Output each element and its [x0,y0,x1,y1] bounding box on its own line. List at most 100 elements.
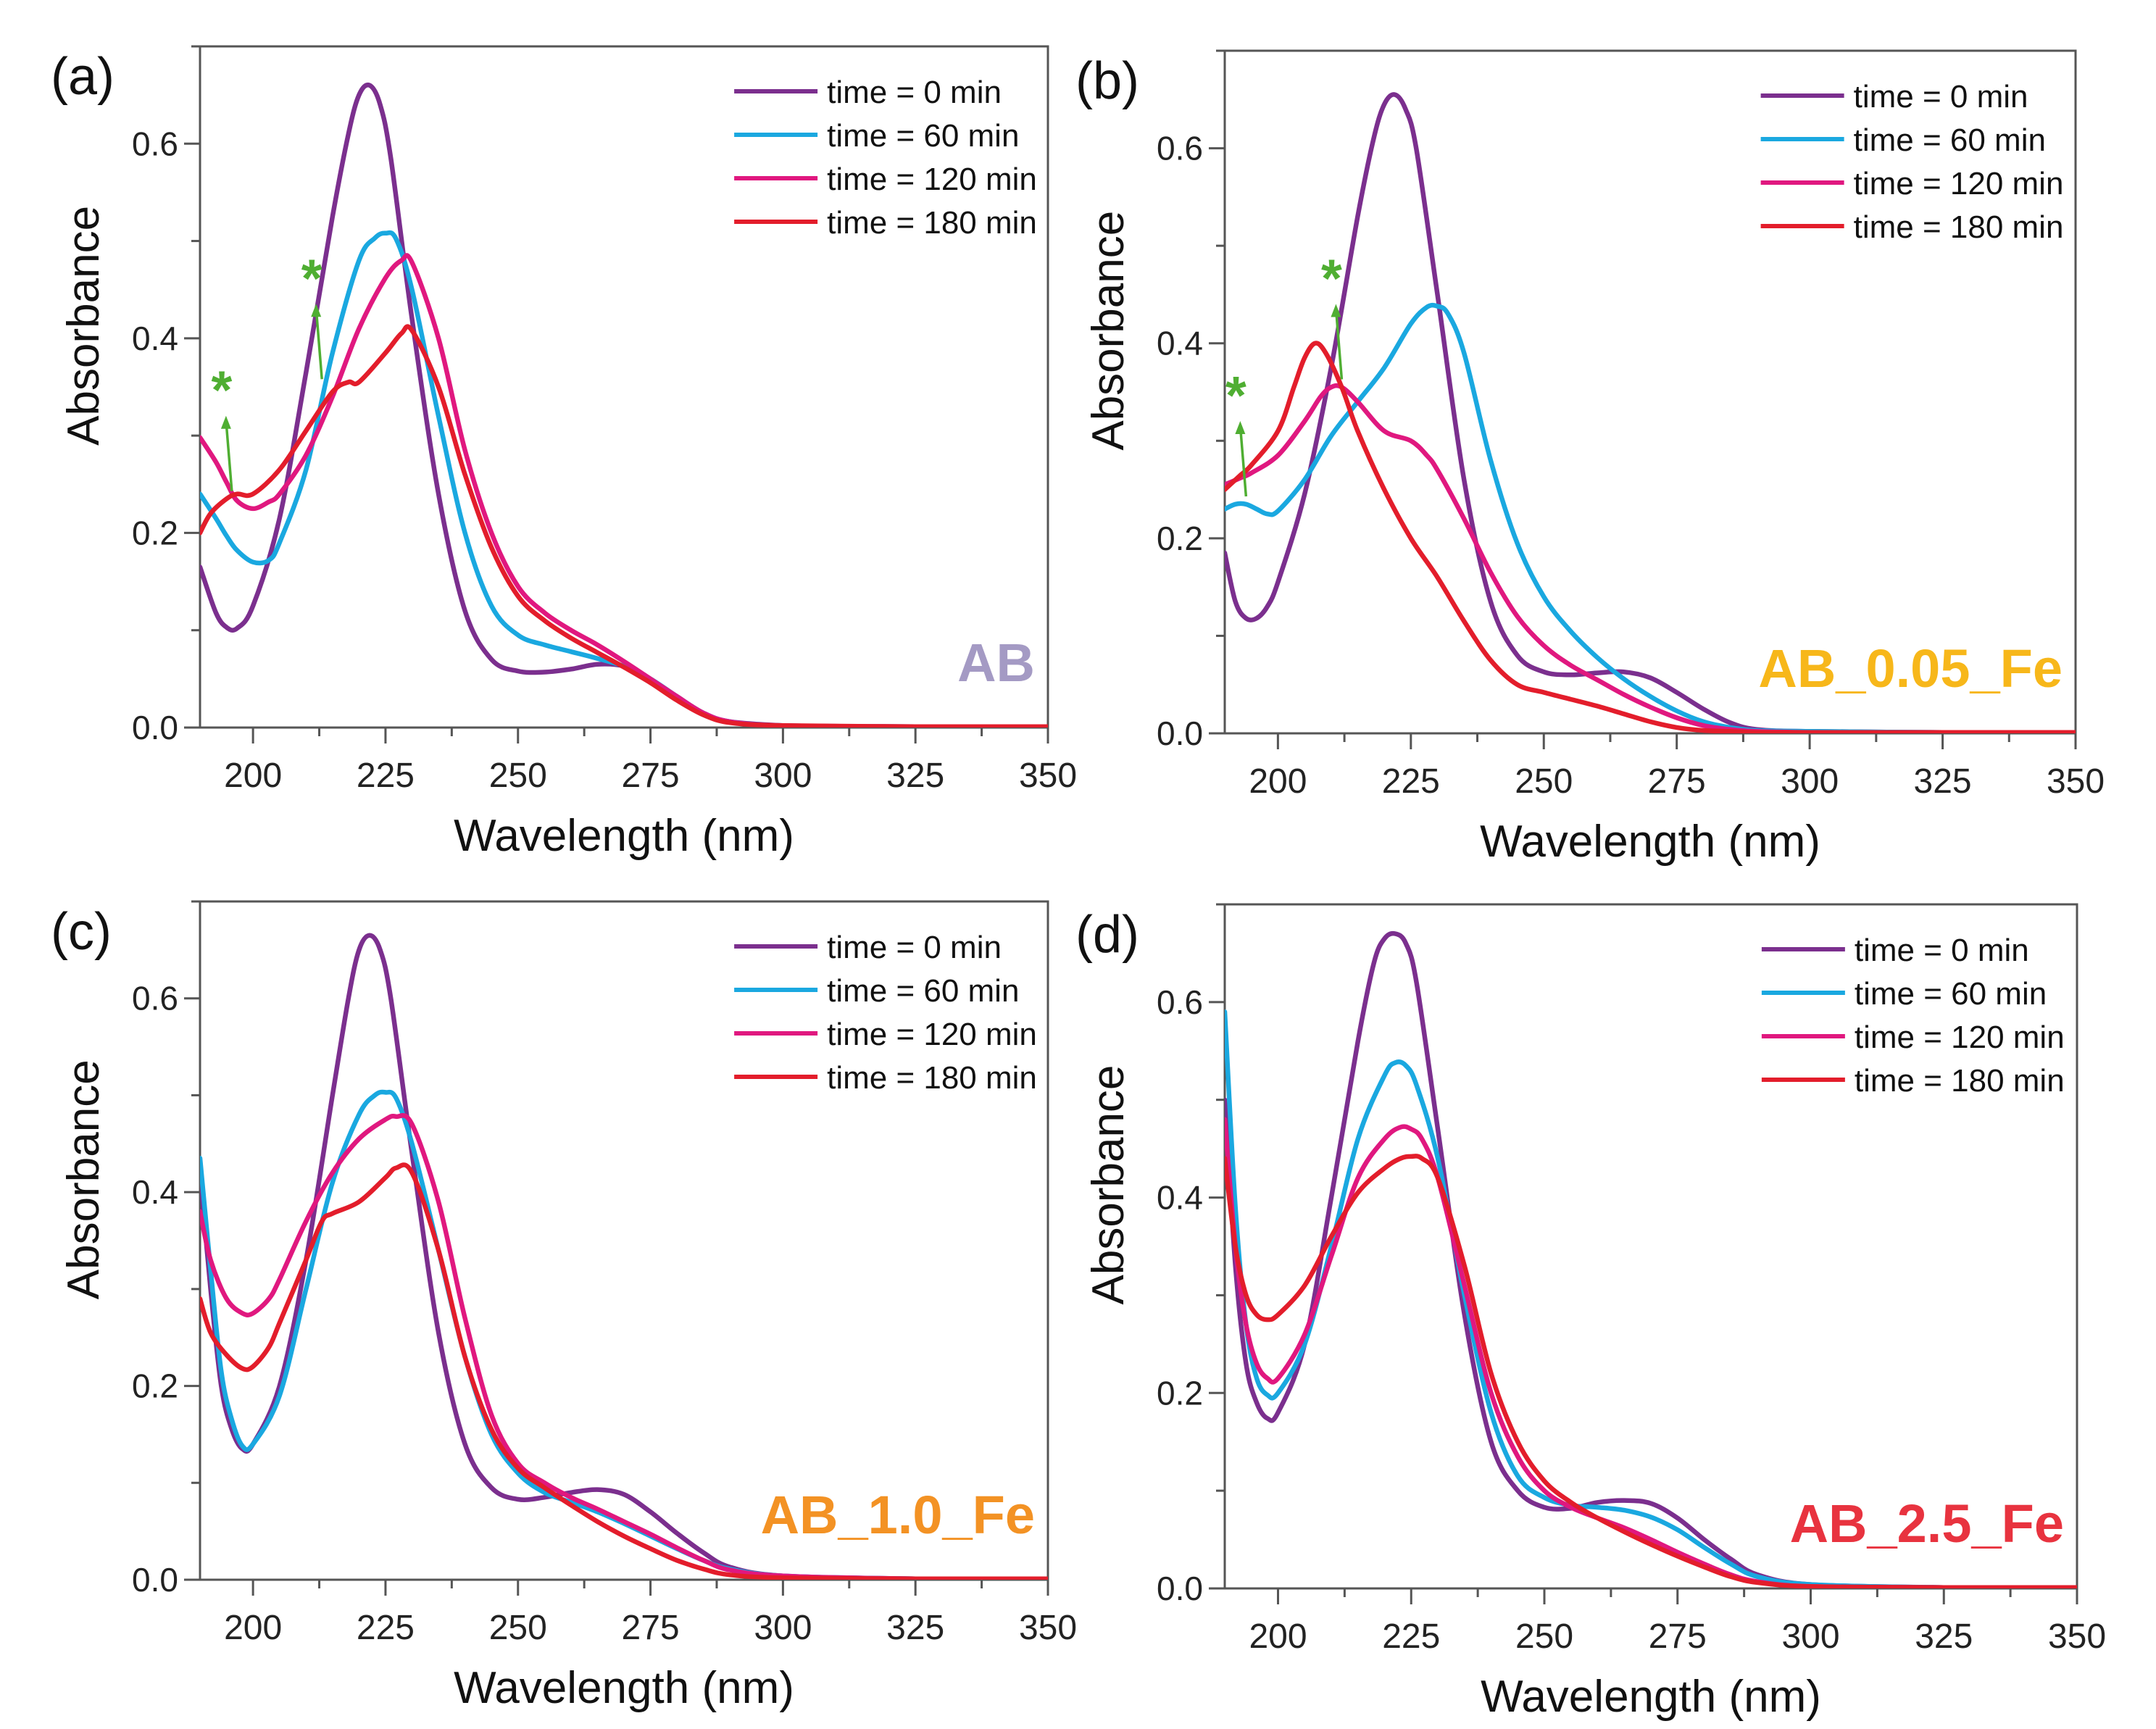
x-tick-label: 225 [1382,762,1440,801]
series-line-2 [200,1113,1048,1580]
x-tick-label: 325 [1915,1617,1973,1656]
x-tick-label: 275 [622,757,680,795]
sample-tag: AB_1.0_Fe [761,1485,1035,1545]
panel-letter: (b) [1075,52,1139,110]
star-arrow [315,308,323,380]
sample-tag: AB_0.05_Fe [1758,638,2063,699]
x-tick-label: 225 [1382,1617,1440,1656]
series-group [1225,92,2076,733]
legend-label: time = 180 min [1854,209,2064,245]
y-axis-label: Absorbance [1083,211,1133,451]
y-tick-label: 0.4 [1157,325,1203,362]
star-arrowhead [220,415,231,429]
y-axis-label: Absorbance [1083,1065,1133,1305]
star-arrow [225,420,233,491]
star-arrow [1334,308,1344,380]
x-axis-label: Wavelength (nm) [1480,817,1820,867]
x-tick-label: 275 [622,1609,680,1647]
plot-frame [199,900,1049,1581]
x-tick-label: 200 [1249,1617,1307,1656]
plot-frame [1223,903,2078,1590]
x-tick-label: 225 [357,1609,415,1647]
star-marker: * [211,360,232,420]
y-tick-label: 0.4 [1157,1179,1203,1217]
x-tick-label: 350 [2048,1617,2106,1656]
series-group [1225,930,2077,1588]
x-tick-label: 300 [1781,762,1839,801]
star-marker: * [301,248,322,308]
x-tick-label: 350 [1019,757,1077,795]
plot-frame [1223,49,2077,735]
star-marker: * [1321,249,1342,309]
y-tick-label: 0.0 [132,1561,178,1599]
series-line-3 [1225,1154,2077,1588]
x-tick-label: 200 [224,1609,282,1647]
x-tick-label: 350 [1019,1609,1077,1647]
x-tick-label: 300 [754,1609,812,1647]
x-tick-label: 275 [1649,1617,1707,1656]
series-line-2 [200,253,1048,728]
x-tick-label: 325 [1914,762,1972,801]
x-tick-label: 225 [357,757,415,795]
y-tick-label: 0.2 [1157,1374,1203,1412]
legend-label: time = 0 min [827,75,1002,110]
series-group [200,82,1048,728]
x-tick-label: 300 [754,757,812,795]
y-tick-label: 0.4 [132,1173,178,1211]
legend-label: time = 60 min [827,973,1019,1009]
legend-label: time = 120 min [827,162,1037,197]
y-tick-label: 0.2 [1157,520,1203,557]
x-axis-label: Wavelength (nm) [454,1663,794,1713]
series-line-0 [1225,92,2076,733]
series-group [200,933,1048,1580]
sample-tag: AB [957,633,1035,693]
x-tick-label: 325 [886,757,944,795]
star-arrowhead [311,304,322,317]
x-tick-label: 200 [1249,762,1307,801]
panel-3: 200 225 250 275 300 325 350 0.0 0.2 0.4 0.6 Wavelen… [1075,903,2106,1722]
y-axis-label: Absorbance [59,206,109,446]
panel-2: 200 225 250 275 300 325 350 0.0 0.2 0.4 0.6 Wavelen… [51,900,1077,1713]
x-axis-label: Wavelength (nm) [454,811,794,861]
x-axis-label: Wavelength (nm) [1481,1672,1821,1722]
plot-frame [199,45,1049,729]
series-line-3 [1225,341,2076,733]
legend-label: time = 0 min [827,930,1002,965]
y-axis-label: Absorbance [59,1059,109,1299]
legend-label: time = 0 min [1854,79,2028,114]
series-line-3 [200,1162,1048,1580]
y-tick-label: 0.2 [132,514,178,551]
x-tick-label: 300 [1781,1617,1839,1656]
x-tick-label: 325 [886,1609,944,1647]
y-tick-label: 0.0 [1157,714,1203,752]
legend-label: time = 120 min [827,1017,1037,1052]
x-tick-label: 250 [489,757,547,795]
star-marker: * [1225,365,1246,425]
legend-label: time = 120 min [1855,1020,2065,1055]
y-tick-label: 0.6 [132,980,178,1017]
panel-0: 200 225 250 275 300 325 350 0.0 0.2 0.4 0.6 Wavelen… [51,45,1077,861]
legend-label: time = 60 min [1854,122,2046,158]
series-line-0 [1225,930,2077,1588]
legend-label: time = 120 min [1854,166,2064,201]
x-tick-label: 250 [489,1609,547,1647]
x-tick-label: 275 [1648,762,1706,801]
y-tick-label: 0.0 [132,709,178,746]
series-line-1 [200,230,1048,728]
legend-label: time = 60 min [1855,976,2047,1012]
panel-letter: (a) [51,48,115,106]
panel-1: 200 225 250 275 300 325 350 0.0 0.2 0.4 0.6 Wavelen… [1075,49,2105,867]
y-tick-label: 0.0 [1157,1570,1203,1607]
x-tick-label: 250 [1515,762,1573,801]
x-tick-label: 250 [1515,1617,1573,1656]
y-tick-label: 0.6 [132,125,178,162]
y-tick-label: 0.6 [1157,130,1203,167]
star-arrowhead [1331,304,1341,317]
sample-tag: AB_2.5_Fe [1790,1493,2064,1554]
x-tick-label: 200 [224,757,282,795]
star-arrow [1239,425,1248,497]
legend-label: time = 180 min [827,205,1037,241]
y-tick-label: 0.2 [132,1367,178,1405]
x-tick-label: 350 [2047,762,2105,801]
